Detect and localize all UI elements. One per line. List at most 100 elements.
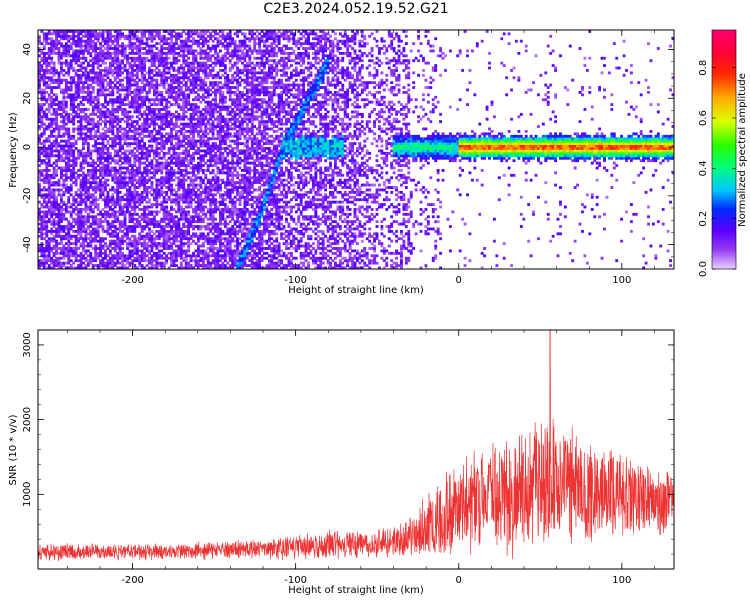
spectrogram-cell (204, 142, 208, 146)
spectrogram-cell (96, 100, 100, 104)
spectrogram-cell (140, 215, 144, 219)
spectrogram-cell (138, 242, 142, 246)
spectrogram-cell (77, 176, 80, 180)
spectrogram-cell (177, 254, 181, 258)
spectrogram-cell (209, 56, 213, 60)
spectrogram-cell (82, 56, 85, 60)
spectrogram-cell (113, 225, 117, 228)
spectrogram-cell (69, 81, 73, 85)
spectrogram-cell (52, 86, 56, 89)
spectrogram-cell (84, 59, 88, 63)
spectrogram-cell (148, 229, 151, 233)
spectrogram-cell (57, 156, 61, 160)
spectrogram-cell (189, 122, 193, 126)
spectrogram-cell (157, 264, 161, 267)
spectrogram-cell (130, 134, 134, 138)
spectrogram-cell (52, 225, 56, 228)
spectrogram-cell (121, 264, 125, 267)
spectrogram-cell (104, 195, 107, 199)
spectrogram-cell (174, 69, 178, 72)
spectrogram-cell (40, 205, 44, 209)
spectrogram-cell (126, 229, 129, 233)
spectrogram-cell (148, 151, 151, 155)
spectrogram-cell (60, 34, 63, 38)
spectrogram-cell (138, 98, 142, 102)
spectrogram-cell (172, 249, 176, 253)
spectrogram-cell (165, 98, 169, 102)
spectrogram-cell (143, 98, 147, 102)
spectrogram-cell (204, 122, 208, 126)
spectrogram-cell (189, 32, 193, 36)
spectrogram-cell (72, 208, 76, 211)
spectrogram-cell (143, 210, 147, 214)
spectrogram-cell (157, 54, 161, 58)
spectrogram-cell (130, 66, 134, 70)
spectrogram-cell (38, 64, 41, 67)
spectrogram-cell (182, 234, 186, 238)
spectrogram-cell (79, 81, 83, 85)
spectrogram-cell (174, 264, 178, 267)
spectrogram-cell (194, 30, 198, 33)
spectrogram-cell (118, 198, 122, 202)
spectrogram-cell (140, 69, 144, 72)
spectrogram-cell (199, 137, 203, 141)
spectrogram-cell (89, 34, 93, 38)
spectrogram-cell (45, 156, 49, 160)
spectrogram-cell (82, 90, 85, 94)
spectrogram-cell (184, 205, 188, 209)
spectrogram-cell (145, 171, 149, 175)
spectrogram-cell (40, 169, 44, 172)
spectrogram-cell (67, 44, 71, 48)
spectrogram-cell (108, 117, 112, 121)
spectrogram-cell (130, 76, 134, 80)
spectrogram-cell (138, 127, 142, 131)
spectrogram-cell (113, 149, 117, 153)
spectrogram-cell (174, 61, 178, 65)
spectrogram-cell (140, 151, 144, 155)
spectrogram-cell (40, 88, 44, 92)
spectrogram-cell (133, 81, 137, 85)
spectrogram-cell (45, 195, 49, 199)
spectrogram-cell (113, 242, 117, 246)
spectrogram-cell (189, 159, 193, 163)
spectrogram-cell (74, 256, 78, 260)
spectrogram-cell (94, 161, 98, 165)
spectrogram-cell (91, 32, 95, 36)
spectrogram-cell (206, 198, 210, 202)
spectrogram-cell (77, 90, 80, 94)
spectrogram-cell (50, 103, 54, 106)
spectrogram-cell (64, 61, 68, 65)
spectrogram-cell (72, 164, 76, 167)
spectrogram-cell (64, 81, 68, 85)
spectrogram-cell (174, 203, 178, 206)
spectrogram-cell (130, 217, 134, 221)
spectrogram-cell (42, 266, 46, 269)
spectrogram-cell (150, 56, 154, 60)
spectrogram-cell (116, 110, 120, 114)
spectrogram-cell (72, 66, 76, 70)
spectrogram-cell (174, 164, 178, 167)
spectrogram-cell (170, 242, 173, 246)
spectrogram-cell (116, 37, 120, 41)
spectrogram-cell (111, 125, 115, 128)
spectrogram-cell (62, 144, 66, 148)
spectrogram-cell (177, 103, 181, 106)
spectrogram-cell (121, 229, 125, 233)
spectrogram-cell (155, 86, 159, 89)
spectrogram-cell (77, 39, 80, 43)
spectrogram-cell (209, 215, 213, 219)
spectrogram-cell (106, 229, 110, 233)
spectrogram-cell (174, 78, 178, 82)
spectrogram-cell (167, 100, 171, 104)
spectrogram-cell (57, 190, 61, 194)
spectrogram-cell (86, 227, 90, 231)
spectrogram-cell (86, 83, 90, 87)
spectrogram-cell (184, 81, 188, 85)
spectrogram-cell (126, 176, 129, 180)
spectrogram-cell (197, 105, 200, 109)
spectrogram-cell (55, 181, 58, 185)
spectrogram-cell (123, 66, 127, 70)
spectrogram-cell (162, 144, 166, 148)
spectrogram-cell (189, 117, 193, 121)
spectrogram-cell (194, 249, 198, 253)
